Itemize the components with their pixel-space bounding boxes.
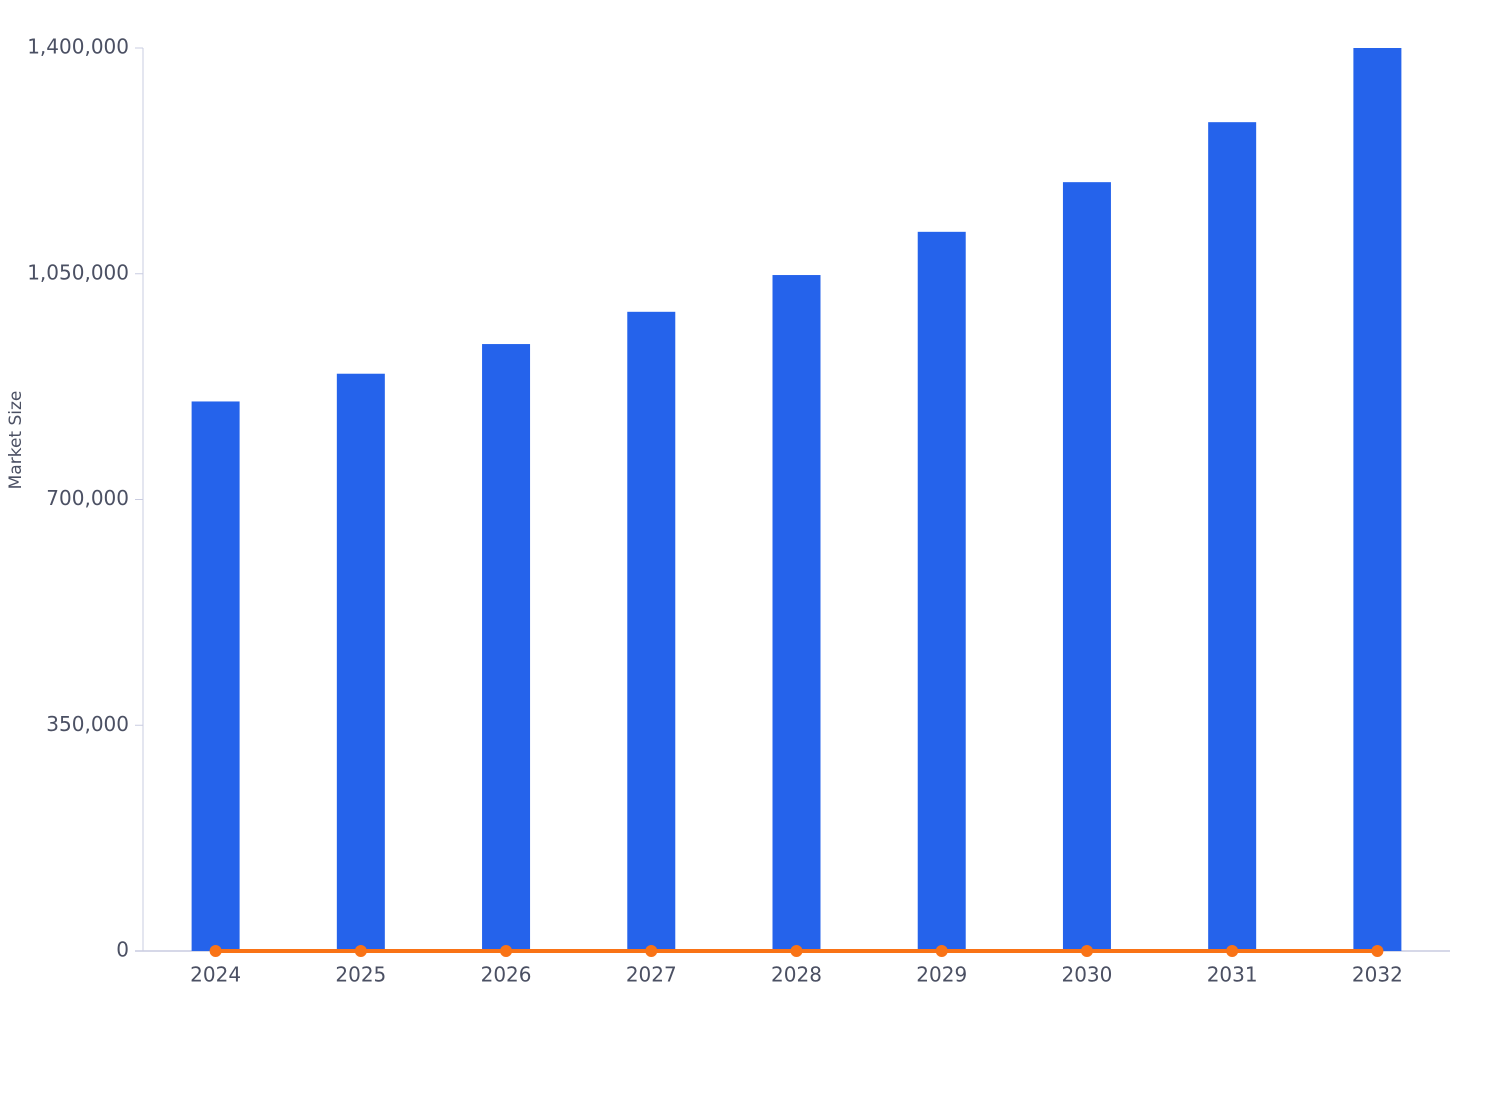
line-point (645, 945, 658, 957)
x-tick-label: 2029 (916, 963, 967, 987)
line-point (1226, 945, 1239, 957)
line-point (209, 945, 222, 957)
x-tick-label: 2027 (626, 963, 677, 987)
y-tick-label: 700,000 (46, 486, 129, 510)
y-tick-label: 1,400,000 (27, 35, 129, 59)
y-tick-label: 1,050,000 (27, 260, 129, 284)
x-tick-label: 2030 (1061, 963, 1112, 987)
x-tick-label: 2031 (1207, 963, 1258, 987)
bar (772, 275, 821, 951)
x-tick-label: 2024 (190, 963, 241, 987)
line-point (790, 945, 803, 957)
bar (1062, 182, 1111, 951)
line-point (1371, 945, 1384, 957)
x-tick-label: 2026 (481, 963, 532, 987)
x-tick-label: 2028 (771, 963, 822, 987)
bar (191, 401, 240, 952)
bar (917, 231, 966, 951)
bar (336, 373, 385, 952)
x-tick-label: 2032 (1352, 963, 1403, 987)
bar (1208, 122, 1257, 952)
bar (1353, 48, 1402, 951)
bar (482, 344, 531, 951)
bar (627, 311, 676, 951)
y-axis-title: Market Size (6, 391, 26, 490)
x-tick-label: 2025 (335, 963, 386, 987)
line-point (1080, 945, 1093, 957)
y-tick-label: 0 (116, 938, 129, 962)
line-point (935, 945, 948, 957)
line-point (354, 945, 367, 957)
y-tick-label: 350,000 (46, 712, 129, 736)
line-point (500, 945, 513, 957)
